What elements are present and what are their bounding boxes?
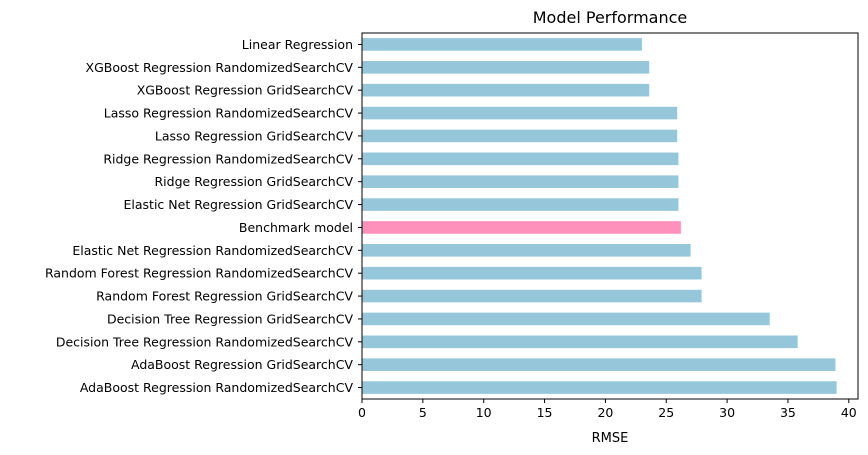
category-labels: Linear Regression XGBoost Regression Rand… [45, 37, 362, 395]
bar [362, 381, 837, 394]
x-tick-label: 15 [537, 405, 553, 420]
category-label: Benchmark model [239, 220, 353, 235]
category-label: Decision Tree Regression RandomizedSearc… [56, 334, 354, 349]
category-label: AdaBoost Regression GridSearchCV [131, 357, 353, 372]
category-label: Ridge Regression GridSearchCV [155, 174, 354, 189]
x-axis-ticks: 0 5 10 15 20 25 30 35 40 [358, 399, 857, 420]
x-tick-label: 10 [476, 405, 492, 420]
bar [362, 175, 679, 188]
bar [362, 244, 691, 257]
bar [362, 266, 702, 280]
category-label: Random Forest Regression RandomizedSearc… [45, 266, 353, 281]
category-label: Elastic Net Regression GridSearchCV [124, 197, 354, 212]
bar [362, 152, 679, 166]
bar [362, 335, 798, 349]
category-label: XGBoost Regression RandomizedSearchCV [86, 60, 354, 75]
bar [362, 129, 678, 143]
x-tick-label: 35 [780, 405, 796, 420]
category-label: AdaBoost Regression RandomizedSearchCV [80, 380, 354, 395]
x-tick-label: 5 [419, 405, 427, 420]
bar [362, 38, 642, 51]
bar [362, 61, 650, 74]
bar [362, 289, 702, 303]
bars-layer [362, 38, 837, 394]
category-label: Decision Tree Regression GridSearchCV [107, 311, 353, 326]
x-tick-label: 25 [658, 405, 674, 420]
category-label: XGBoost Regression GridSearchCV [137, 83, 354, 98]
bar [362, 358, 836, 371]
x-axis-label: RMSE [592, 431, 629, 446]
category-label: Lasso Regression GridSearchCV [155, 128, 354, 143]
x-tick-label: 40 [841, 405, 857, 420]
category-label: Elastic Net Regression RandomizedSearchC… [72, 243, 353, 258]
category-label: Random Forest Regression GridSearchCV [96, 289, 353, 304]
plot-frame [361, 32, 859, 400]
bar [362, 198, 679, 211]
bar [362, 83, 650, 97]
bar [362, 312, 770, 326]
bar-highlight [362, 221, 681, 234]
category-label: Ridge Regression RandomizedSearchCV [103, 151, 353, 166]
x-tick-label: 20 [597, 405, 613, 420]
category-label: Linear Regression [242, 37, 353, 52]
chart-title: Model Performance [533, 8, 688, 27]
x-tick-label: 0 [358, 405, 366, 420]
bar [362, 106, 678, 120]
x-tick-label: 30 [719, 405, 735, 420]
category-label: Lasso Regression RandomizedSearchCV [104, 106, 354, 121]
